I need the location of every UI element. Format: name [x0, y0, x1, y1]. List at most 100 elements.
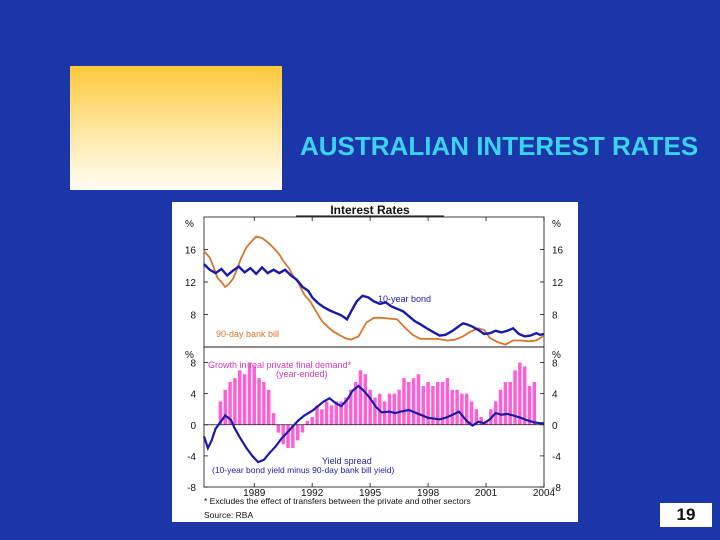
label-growth-sublabel: (year-ended): [276, 369, 328, 379]
growth-bar: [436, 382, 440, 425]
growth-bar: [411, 378, 416, 425]
growth-bar: [315, 405, 319, 425]
growth-bar: [363, 374, 368, 425]
y-tick-label-right: 12: [552, 278, 564, 289]
series-line-10-year-bond: [203, 263, 545, 338]
y-unit-label-left: %: [185, 350, 194, 361]
y-tick-label-left: 16: [185, 246, 197, 257]
x-tick-label: 1989: [243, 488, 266, 499]
interest-rates-chart: Interest Rates 8 8 12 12 16 16%% -8 -8 -4 -4 0 0 4 4…: [185, 203, 564, 520]
growth-bar: [218, 401, 223, 425]
growth-bar: [426, 382, 430, 425]
growth-bar: [334, 401, 339, 425]
y-unit-label-left: %: [185, 219, 194, 230]
growth-bar: [518, 362, 522, 425]
series-line-yield-spread: [202, 384, 544, 464]
x-tick-label: 2004: [533, 488, 556, 499]
growth-bar: [421, 385, 425, 425]
growth-bar: [474, 409, 479, 425]
growth-bar: [464, 393, 469, 425]
growth-bar: [392, 393, 397, 425]
growth-bar: [286, 424, 290, 449]
chart-panel: Interest Rates 8 8 12 12 16 16%% -8 -8 -4 -4 0 0 4 4…: [172, 202, 578, 522]
y-tick-label-right: -8: [552, 483, 561, 494]
growth-bar: [228, 382, 232, 425]
growth-bar: [527, 385, 532, 425]
growth-bar: [532, 382, 537, 425]
x-tick-label: 1992: [301, 488, 324, 499]
y-tick-label-right: 4: [552, 390, 558, 401]
growth-bar: [242, 374, 247, 425]
growth-bar: [281, 424, 285, 445]
y-tick-label-left: 0: [190, 421, 196, 432]
accent-gradient-block: [70, 66, 282, 190]
growth-bar: [344, 397, 348, 425]
slide-number: 19: [660, 503, 712, 527]
growth-bar: [402, 378, 406, 425]
growth-bar: [329, 405, 334, 425]
growth-bar: [252, 366, 256, 425]
growth-bar: [368, 389, 372, 425]
growth-bar: [276, 424, 281, 433]
growth-bar: [310, 417, 314, 425]
growth-bar: [431, 385, 435, 425]
growth-bar: [513, 370, 517, 425]
growth-bar: [223, 389, 227, 425]
y-tick-label-right: 0: [552, 421, 558, 432]
growth-bar: [353, 382, 358, 425]
growth-bar: [247, 362, 252, 425]
growth-bar: [358, 370, 363, 425]
footnote-excludes: * Excludes the effect of transfers betwe…: [204, 496, 471, 506]
growth-bar: [450, 389, 454, 425]
y-tick-label-left: 12: [185, 278, 197, 289]
y-tick-label-left: 8: [190, 311, 196, 322]
growth-bar: [522, 366, 527, 425]
growth-bar: [387, 393, 392, 425]
growth-bar: [445, 378, 450, 425]
label-10-year-bond: 10-year bond: [378, 294, 431, 304]
label-growth-series: Growth in real private final demand*: [208, 360, 352, 370]
bottom-plot-frame: [203, 346, 545, 488]
y-tick-label-right: 8: [552, 359, 558, 370]
growth-bar: [291, 424, 295, 449]
label-yield-spread-sublabel: (10-year bond yield minus 90-day bank bi…: [212, 465, 395, 475]
y-tick-label-left: 8: [190, 359, 196, 370]
growth-bar: [508, 382, 512, 425]
series-line-90-day-bank-bill: [203, 235, 545, 346]
growth-bar: [238, 370, 242, 425]
growth-bar: [257, 378, 261, 425]
growth-bar: [455, 389, 459, 425]
chart-title: Interest Rates: [330, 203, 410, 217]
growth-bar: [324, 401, 329, 425]
x-tick-label: 2001: [475, 488, 498, 499]
growth-bar: [320, 409, 324, 425]
growth-bar: [407, 382, 411, 425]
label-90-day-bank-bill: 90-day bank bill: [216, 329, 279, 339]
growth-bar: [300, 424, 305, 433]
y-tick-label-right: 8: [552, 311, 558, 322]
y-unit-label-right: %: [552, 350, 561, 361]
footnote-source: Source: RBA: [204, 510, 253, 520]
x-tick-label: 1995: [359, 488, 382, 499]
y-tick-label-right: -4: [552, 452, 561, 463]
growth-bar: [373, 397, 377, 425]
growth-bar: [295, 424, 300, 441]
growth-bar: [503, 382, 508, 425]
growth-bar: [498, 389, 503, 425]
growth-bar: [339, 401, 343, 425]
growth-bar: [479, 417, 483, 425]
growth-bar: [440, 382, 445, 425]
growth-bar: [266, 389, 271, 425]
growth-bar: [349, 389, 353, 425]
growth-bar: [305, 420, 310, 425]
growth-bar: [262, 382, 266, 425]
growth-bar: [397, 389, 401, 425]
growth-bar: [271, 413, 276, 425]
growth-bar: [469, 401, 474, 425]
x-tick-label: 1998: [417, 488, 440, 499]
y-tick-label-right: 16: [552, 246, 564, 257]
y-tick-label-left: 4: [190, 390, 196, 401]
y-tick-label-left: -4: [187, 452, 196, 463]
y-unit-label-right: %: [552, 219, 561, 230]
growth-bar: [416, 374, 421, 425]
